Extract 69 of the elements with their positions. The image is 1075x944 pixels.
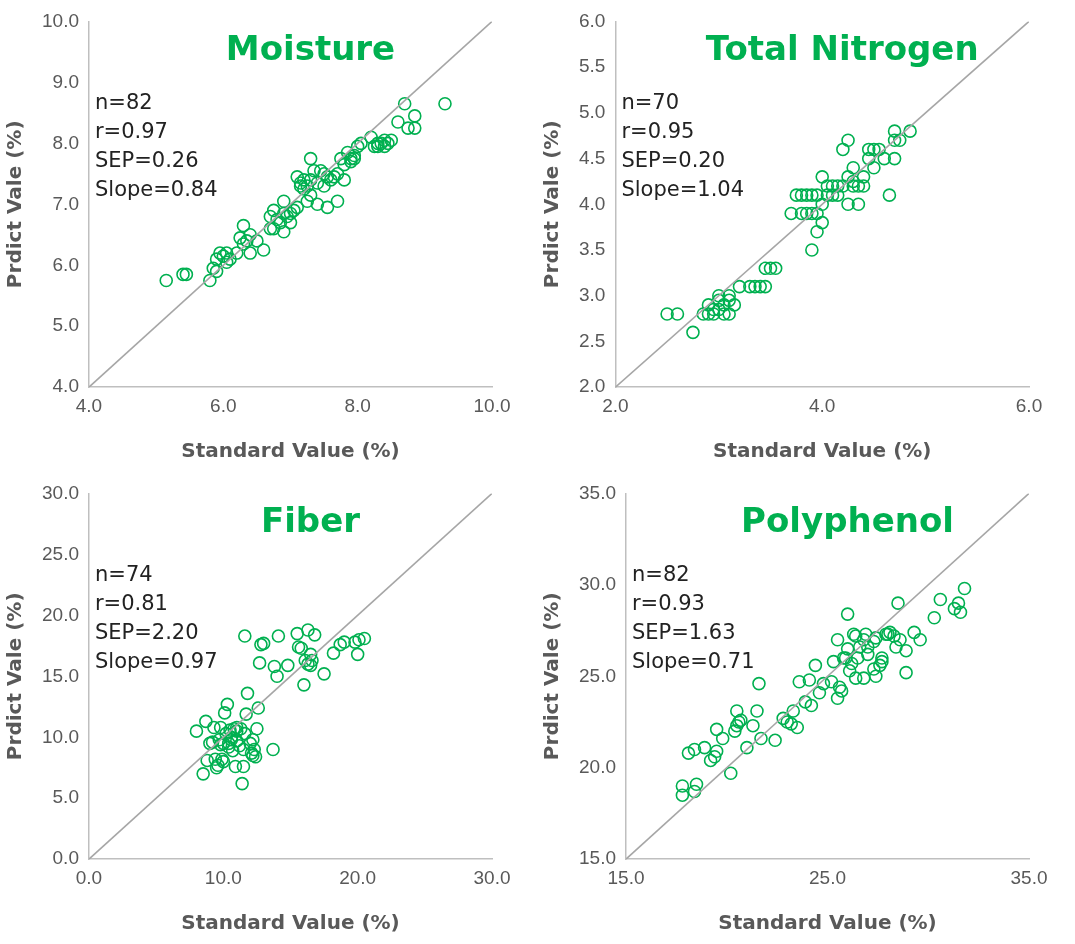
- y-tick-label: 25.0: [42, 542, 79, 564]
- annotation: Slope=0.71: [631, 648, 755, 673]
- annotation: Slope=1.04: [621, 176, 745, 201]
- y-axis-title: Prdict Vale (%): [539, 120, 564, 289]
- x-tick-label: 0.0: [75, 866, 103, 888]
- annotation: n=70: [621, 89, 680, 114]
- y-tick-label: 2.0: [578, 375, 606, 397]
- x-tick-label: 6.0: [210, 394, 237, 416]
- x-axis-title: Standard Value (%): [718, 910, 937, 935]
- y-tick-label: 35.0: [579, 481, 616, 503]
- y-axis-title: Prdict Vale (%): [2, 592, 27, 761]
- annotation: r=0.95: [621, 118, 695, 143]
- x-axis-title: Standard Value (%): [181, 910, 400, 935]
- annotation: n=74: [94, 561, 153, 586]
- y-tick-label: 7.0: [52, 192, 79, 214]
- x-tick-label: 8.0: [344, 394, 371, 416]
- y-tick-label: 6.0: [578, 9, 606, 31]
- x-tick-label: 35.0: [1010, 866, 1048, 888]
- y-tick-label: 3.0: [578, 283, 606, 305]
- annotation: SEP=0.20: [621, 147, 726, 172]
- y-tick-label: 10.0: [42, 9, 79, 31]
- x-tick-label: 10.0: [204, 866, 242, 888]
- x-tick-label: 20.0: [339, 866, 377, 888]
- x-tick-label: 30.0: [473, 866, 511, 888]
- chart-title: Fiber: [260, 500, 361, 541]
- y-tick-label: 20.0: [579, 755, 616, 777]
- chart-title: Moisture: [225, 28, 396, 69]
- x-tick-label: 10.0: [473, 394, 511, 416]
- y-tick-label: 20.0: [42, 603, 79, 625]
- chart-title: Total Nitrogen: [705, 28, 979, 69]
- chart-title: Polyphenol: [741, 500, 954, 541]
- y-tick-label: 9.0: [52, 70, 79, 92]
- y-tick-label: 5.5: [578, 55, 606, 77]
- y-tick-label: 15.0: [579, 847, 616, 869]
- x-tick-label: 4.0: [75, 394, 103, 416]
- annotation: Slope=0.97: [94, 648, 218, 673]
- y-tick-label: 30.0: [42, 481, 79, 503]
- annotation: n=82: [94, 89, 153, 114]
- y-tick-label: 4.5: [578, 146, 606, 168]
- y-tick-label: 4.0: [578, 192, 606, 214]
- annotation: SEP=0.26: [94, 147, 199, 172]
- annotation: r=0.93: [631, 590, 705, 615]
- annotation: SEP=1.63: [631, 619, 736, 644]
- annotation: Slope=0.84: [94, 176, 218, 201]
- y-tick-label: 5.0: [578, 101, 606, 123]
- annotation: r=0.97: [94, 118, 168, 143]
- y-tick-label: 30.0: [579, 573, 616, 595]
- y-tick-label: 0.0: [52, 847, 79, 869]
- y-tick-label: 5.0: [52, 314, 79, 336]
- y-axis-title: Prdict Vale (%): [2, 120, 27, 289]
- annotation: SEP=2.20: [94, 619, 199, 644]
- annotation: r=0.81: [94, 590, 168, 615]
- x-tick-label: 6.0: [1015, 394, 1043, 416]
- x-tick-label: 15.0: [607, 866, 645, 888]
- x-tick-label: 4.0: [809, 394, 836, 416]
- annotation: n=82: [631, 561, 690, 586]
- x-tick-label: 25.0: [809, 866, 846, 888]
- y-tick-label: 25.0: [579, 664, 616, 686]
- y-tick-label: 5.0: [52, 786, 79, 808]
- y-tick-label: 10.0: [42, 725, 79, 747]
- y-tick-label: 15.0: [42, 664, 79, 686]
- y-tick-label: 8.0: [52, 131, 79, 153]
- y-tick-label: 3.5: [578, 238, 606, 260]
- y-tick-label: 4.0: [52, 375, 79, 397]
- y-tick-label: 2.5: [578, 329, 606, 351]
- y-axis-title: Prdict Vale (%): [539, 592, 564, 761]
- x-axis-title: Standard Value (%): [712, 438, 932, 463]
- x-axis-title: Standard Value (%): [181, 438, 400, 463]
- y-tick-label: 6.0: [52, 253, 79, 275]
